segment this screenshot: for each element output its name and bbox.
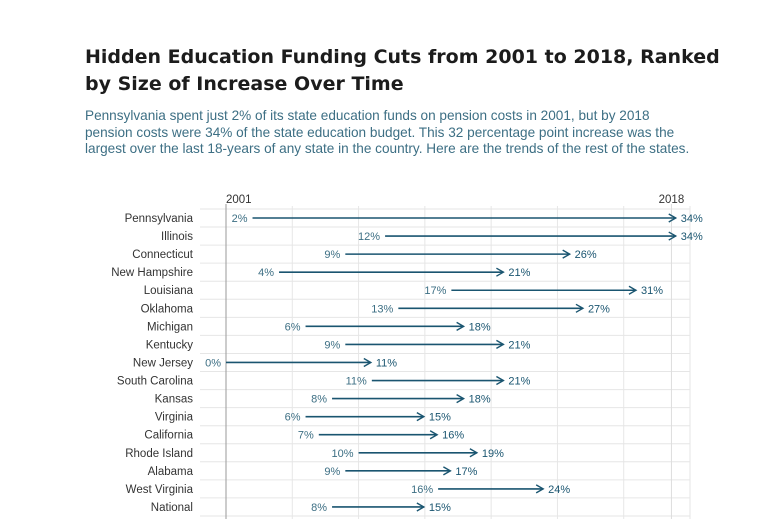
- end-value-label: 21%: [508, 339, 530, 351]
- row-label: New Hampshire: [111, 267, 193, 279]
- chart-subtitle: Pennsylvania spent just 2% of its state …: [85, 108, 690, 156]
- start-value-label: 9%: [324, 466, 340, 478]
- end-value-label: 26%: [575, 249, 597, 261]
- chart-row: Pennsylvania 2% 34%: [125, 213, 703, 225]
- chart-row: Illinois 12% 34%: [161, 231, 703, 243]
- chart-row: National 8% 15%: [151, 502, 451, 514]
- start-value-label: 6%: [285, 321, 301, 333]
- chart-row: Louisiana 17% 31%: [144, 285, 663, 297]
- chart-row: Oklahoma 13% 27%: [141, 303, 611, 315]
- row-label: California: [144, 430, 193, 442]
- end-value-label: 15%: [429, 412, 451, 424]
- row-label: Rhode Island: [125, 448, 193, 460]
- end-value-label: 27%: [588, 303, 610, 315]
- chart-row: South Carolina 11% 21%: [117, 376, 531, 388]
- row-label: Louisiana: [144, 285, 194, 297]
- row-label: Oklahoma: [141, 303, 194, 315]
- row-label: West Virginia: [126, 484, 194, 496]
- end-year-label: 2018: [659, 194, 685, 206]
- start-value-label: 12%: [358, 231, 380, 243]
- chart-row: California 7% 16%: [144, 430, 464, 442]
- start-value-label: 0%: [205, 357, 221, 369]
- row-label: Connecticut: [132, 249, 194, 261]
- end-value-label: 16%: [442, 430, 464, 442]
- chart-row: West Virginia 16% 24%: [126, 484, 571, 496]
- start-value-label: 11%: [346, 376, 367, 388]
- end-value-label: 34%: [681, 231, 703, 243]
- row-label: New Jersey: [133, 357, 193, 369]
- row-label: Kansas: [155, 394, 194, 406]
- start-value-label: 9%: [324, 249, 340, 261]
- chart-row: Alabama 9% 17%: [148, 466, 478, 478]
- start-value-label: 13%: [371, 303, 393, 315]
- end-value-label: 17%: [455, 466, 477, 478]
- row-label: Virginia: [155, 412, 194, 424]
- chart-row: Kansas 8% 18%: [155, 394, 491, 406]
- start-value-label: 7%: [298, 430, 314, 442]
- start-value-label: 17%: [424, 285, 446, 297]
- start-year-label: 2001: [226, 194, 252, 206]
- row-label: Pennsylvania: [125, 213, 194, 225]
- row-label: Alabama: [148, 466, 194, 478]
- row-label: Michigan: [147, 321, 193, 333]
- row-label: Illinois: [161, 231, 193, 243]
- start-value-label: 4%: [258, 267, 274, 279]
- row-label: South Carolina: [117, 376, 194, 388]
- chart-row: Michigan 6% 18%: [147, 321, 491, 333]
- axis: 2001 2018: [225, 194, 685, 519]
- end-value-label: 24%: [548, 484, 570, 496]
- row-label: National: [151, 502, 193, 514]
- chart-title: Hidden Education Funding Cuts from 2001 …: [85, 46, 720, 95]
- grid: [200, 206, 691, 519]
- chart-row: New Jersey 0% 11%: [133, 357, 397, 369]
- end-value-label: 18%: [469, 394, 491, 406]
- chart-row: Virginia 6% 15%: [155, 412, 451, 424]
- end-value-label: 11%: [376, 357, 397, 369]
- rows: Pennsylvania 2% 34% Illinois 12% 34% Connectic…: [111, 213, 703, 514]
- chart-row: Connecticut 9% 26%: [132, 249, 597, 261]
- chart-row: Rhode Island 10% 19%: [125, 448, 504, 460]
- end-value-label: 34%: [681, 213, 703, 225]
- start-value-label: 16%: [411, 484, 433, 496]
- row-label: Kentucky: [146, 339, 194, 351]
- start-value-label: 10%: [332, 448, 354, 460]
- end-value-label: 31%: [641, 285, 663, 297]
- start-value-label: 2%: [232, 213, 248, 225]
- end-value-label: 15%: [429, 502, 451, 514]
- end-value-label: 18%: [469, 321, 491, 333]
- chart-row: Kentucky 9% 21%: [146, 339, 531, 351]
- end-value-label: 21%: [508, 267, 530, 279]
- end-value-label: 19%: [482, 448, 504, 460]
- start-value-label: 6%: [285, 412, 301, 424]
- end-value-label: 21%: [508, 376, 530, 388]
- start-value-label: 8%: [311, 502, 327, 514]
- start-value-label: 8%: [311, 394, 327, 406]
- chart-row: New Hampshire 4% 21%: [111, 267, 530, 279]
- start-value-label: 9%: [324, 339, 340, 351]
